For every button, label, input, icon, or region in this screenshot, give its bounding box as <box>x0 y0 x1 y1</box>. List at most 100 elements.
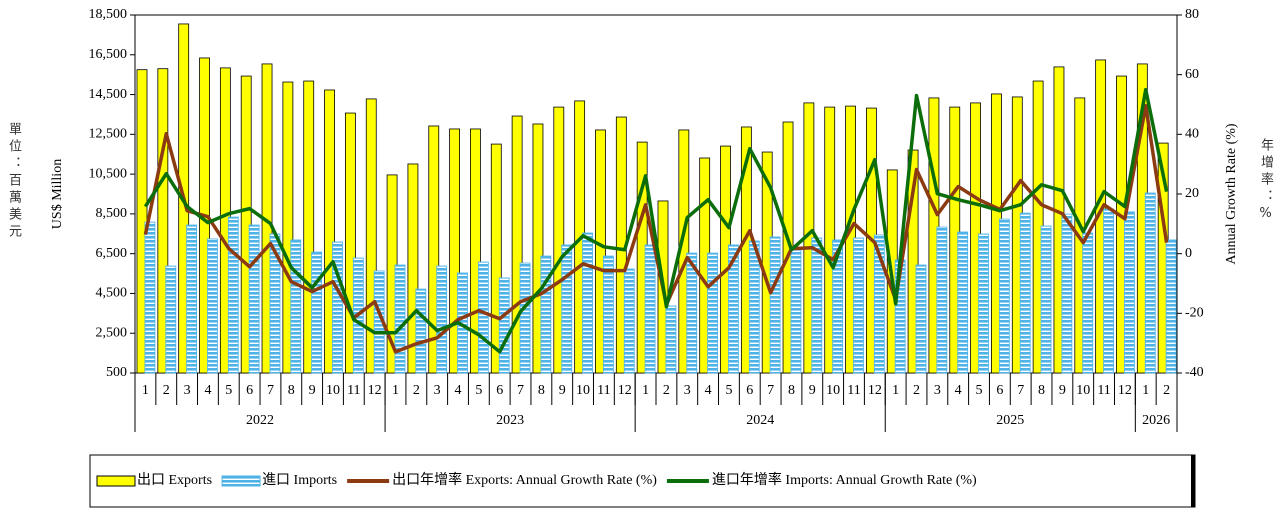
y2-tick-label: 20 <box>1185 186 1199 201</box>
line-series <box>143 87 1169 354</box>
bar <box>1144 192 1156 374</box>
bar <box>553 106 565 374</box>
bar <box>290 239 302 374</box>
bar <box>811 237 823 374</box>
y-tick-label: 8,500 <box>96 206 128 221</box>
bar <box>853 237 864 374</box>
x-tick-label: 8 <box>288 383 295 398</box>
x-tick-label: 3 <box>184 383 191 398</box>
bar <box>623 268 635 374</box>
bar <box>490 143 502 374</box>
legend-label: 出口年增率 Exports: Annual Growth Rate (%) <box>392 471 657 488</box>
x-tick-label: 11 <box>847 383 860 398</box>
bar <box>407 163 419 374</box>
bar <box>498 277 510 374</box>
x-tick-label: 7 <box>267 383 274 398</box>
x-tick-label: 12 <box>368 383 382 398</box>
bar <box>561 244 573 374</box>
bar <box>582 232 593 374</box>
x-tick-label: 12 <box>868 383 882 398</box>
line-series <box>143 103 1169 354</box>
bar <box>998 218 1010 374</box>
bar <box>144 221 156 374</box>
bar <box>227 216 239 374</box>
bar <box>1165 239 1177 374</box>
x-tick-label: 10 <box>326 383 340 398</box>
legend-swatch <box>96 475 136 487</box>
bar <box>186 224 198 374</box>
x-tick-label: 4 <box>955 383 962 398</box>
x-tick-label: 2 <box>413 383 420 398</box>
bar <box>511 115 523 374</box>
bar <box>477 261 489 374</box>
y-tick-label: 18,500 <box>89 7 128 22</box>
bar <box>936 226 948 374</box>
bar <box>907 149 919 374</box>
bar <box>157 68 169 374</box>
bar <box>436 265 448 374</box>
bar <box>165 265 177 374</box>
bar <box>532 123 544 374</box>
x-tick-label: 2 <box>163 383 170 398</box>
x-tick-label: 3 <box>934 383 941 398</box>
x-tick-label: 10 <box>826 383 840 398</box>
bar <box>602 255 614 374</box>
bar <box>519 262 531 374</box>
bar <box>1082 232 1094 374</box>
x-tick-label: 11 <box>347 383 360 398</box>
y-tick-label: 2,500 <box>96 325 128 340</box>
x-tick-label: 2 <box>913 383 920 398</box>
x-tick-label: 5 <box>225 383 232 398</box>
bar <box>303 80 315 374</box>
year-label: 2026 <box>1142 413 1170 428</box>
bar <box>595 129 606 374</box>
bar <box>470 128 481 374</box>
x-tick-label: 7 <box>1017 383 1024 398</box>
x-tick-label: 9 <box>1059 383 1066 398</box>
x-tick-label: 7 <box>517 383 524 398</box>
bar <box>978 233 989 374</box>
x-tick-label: 11 <box>1097 383 1110 398</box>
legend-swatch <box>221 475 261 487</box>
x-tick-label: 1 <box>142 383 149 398</box>
bar <box>1103 208 1114 374</box>
x-tick-label: 11 <box>597 383 610 398</box>
year-label: 2024 <box>746 413 774 428</box>
x-tick-label: 7 <box>767 383 774 398</box>
x-tick-label: 2 <box>1163 383 1170 398</box>
bar <box>748 240 760 374</box>
y-unit-label: 單位：百萬美元 <box>6 122 21 241</box>
bar <box>832 239 844 374</box>
x-tick-label: 9 <box>809 383 816 398</box>
year-label: 2023 <box>496 413 524 428</box>
x-tick-label: 12 <box>618 383 632 398</box>
bar <box>769 236 781 374</box>
x-tick-label: 1 <box>1142 383 1149 398</box>
bar <box>915 264 927 374</box>
x-tick-label: 8 <box>538 383 545 398</box>
bar <box>1040 225 1052 374</box>
x-tick-label: 9 <box>309 383 316 398</box>
y2-tick-label: -20 <box>1185 306 1204 321</box>
x-tick-label: 12 <box>1118 383 1132 398</box>
bar <box>240 75 252 374</box>
y-tick-label: 10,500 <box>89 166 128 181</box>
bar <box>957 231 969 374</box>
x-tick-label: 1 <box>892 383 899 398</box>
bar <box>1061 213 1073 374</box>
bar <box>428 125 440 374</box>
y-tick-label: 12,500 <box>89 127 128 142</box>
y2-tick-label: 80 <box>1185 7 1199 22</box>
bar <box>311 251 323 374</box>
bar <box>873 234 885 374</box>
bar <box>1019 212 1031 374</box>
bar <box>394 264 406 374</box>
x-tick-label: 5 <box>725 383 732 398</box>
x-tick-label: 1 <box>642 383 649 398</box>
x-tick-label: 4 <box>204 383 211 398</box>
x-tick-label: 10 <box>576 383 590 398</box>
bar <box>644 244 656 374</box>
x-tick-label: 10 <box>1076 383 1090 398</box>
y2-axis-label: Annual Growth Rate (%) <box>1224 123 1239 264</box>
x-tick-label: 4 <box>455 383 462 398</box>
